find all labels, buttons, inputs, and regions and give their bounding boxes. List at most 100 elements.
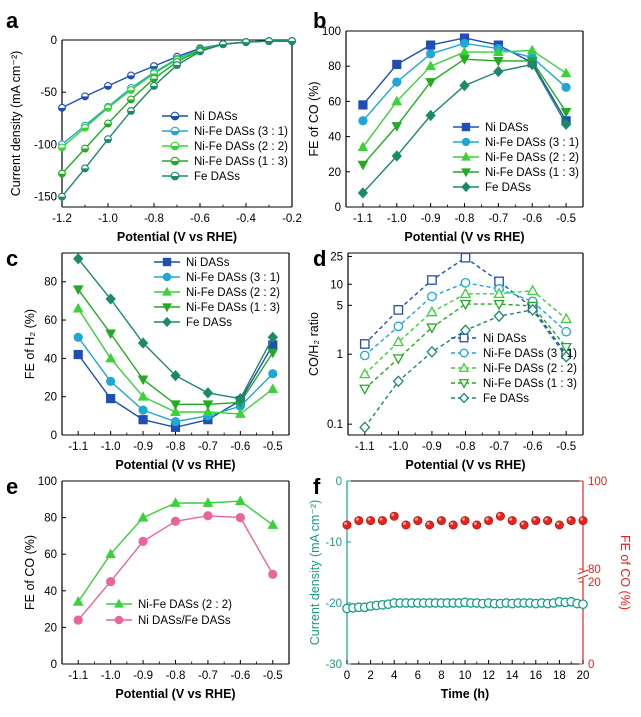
data-point-shine: [450, 522, 454, 526]
data-point: [392, 354, 405, 365]
y-tick-label: 80: [328, 61, 341, 73]
x-tick-label: -0.5: [263, 670, 283, 682]
data-point: [560, 107, 572, 118]
legend-marker-fill: [171, 131, 179, 135]
legend: Ni DASs Ni-Fe DASs (3 : 1) Ni-Fe DASs (2 :…: [453, 122, 579, 194]
data-point: [531, 516, 541, 526]
data-point: [436, 516, 446, 526]
data-point: [401, 520, 411, 530]
data-point-shine: [403, 522, 406, 526]
data-point: [527, 58, 538, 71]
x-tick-label: -1.0: [101, 670, 121, 682]
data-point: [392, 77, 402, 87]
x-tick-label: -0.5: [556, 441, 576, 453]
y-axis-label: FE of CO (%): [307, 81, 321, 156]
data-point-fill: [104, 107, 112, 112]
data-point: [106, 393, 116, 404]
x-tick-label: 14: [506, 670, 519, 682]
data-point: [484, 516, 494, 526]
data-point-shine: [485, 517, 489, 521]
data-point: [202, 497, 214, 507]
data-point-shine: [344, 522, 347, 526]
y-tick-label: 5: [337, 300, 343, 312]
data-point: [359, 421, 371, 434]
y-axis-label: FE of CO (%): [23, 535, 37, 610]
x-axis-label: Potential (V vs RHE): [117, 230, 237, 244]
data-point-fill: [81, 127, 89, 132]
data-point: [413, 516, 423, 526]
data-point: [358, 116, 368, 126]
data-point: [170, 416, 181, 427]
data-point-shine: [544, 517, 548, 521]
data-point: [359, 384, 371, 396]
panel-b: b -1.1 -1.0 -0.9 -0.8 -0.7 -0.6 -0.5 0 20 40 60 80 10…: [307, 8, 584, 244]
x-tick-label: -1.1: [353, 213, 373, 225]
legend: Ni DASs Ni-Fe DASs (3 : 1) Ni-Fe DASs (2 :…: [162, 111, 288, 183]
data-point: [459, 287, 472, 299]
data-point: [105, 329, 116, 340]
data-point: [561, 326, 572, 337]
data-point: [267, 519, 279, 529]
data-point: [170, 406, 181, 416]
legend-label: Ni-Fe DASs (1 : 3): [186, 302, 280, 314]
y-right-tick-label: 80: [588, 564, 601, 576]
legend-marker: [461, 122, 471, 132]
data-point-fill: [58, 107, 66, 112]
y-tick-label: 0: [51, 430, 57, 442]
legend-label: Fe DASs: [483, 393, 529, 405]
panel-label-c: c: [6, 246, 18, 271]
data-point-shine: [367, 517, 371, 521]
y-tick-label: 60: [44, 315, 57, 327]
data-point: [427, 275, 437, 285]
data-point: [527, 303, 539, 316]
y-tick-label: 0: [51, 35, 57, 47]
y-right-tick-label: 100: [588, 476, 607, 488]
data-point: [526, 44, 538, 55]
data-point: [560, 67, 572, 78]
data-point-fill: [104, 139, 112, 143]
legend-marker-fill: [171, 146, 179, 150]
data-point-shine: [532, 517, 536, 521]
data-point-fill: [127, 75, 135, 79]
panel-label-f: f: [313, 474, 321, 499]
legend-label: Ni DASs/Fe DASs: [138, 615, 231, 627]
data-point-fill: [150, 78, 158, 83]
x-tick-label: -0.4: [236, 213, 256, 225]
data-point: [460, 252, 471, 263]
x-axis-label: Potential (V vs RHE): [115, 687, 235, 701]
data-point: [105, 293, 116, 305]
data-point-fill: [127, 99, 135, 103]
legend-label: Fe DASs: [485, 182, 531, 194]
x-tick-label: 2: [367, 670, 373, 682]
legend-marker: [162, 303, 172, 313]
data-point: [392, 59, 402, 70]
legend-label: Ni-Fe DASs (3 : 1): [485, 137, 579, 149]
data-point-shine: [580, 517, 584, 521]
y-tick-label: -100: [34, 139, 57, 151]
legend-marker: [458, 392, 470, 404]
panel-label-b: b: [313, 8, 326, 33]
panel-label-d: d: [313, 246, 326, 271]
x-tick-label: 6: [415, 670, 421, 682]
data-point: [170, 369, 181, 382]
legend-label: Ni-Fe DASs (2 : 2): [485, 152, 579, 164]
x-tick-label: 16: [529, 670, 542, 682]
data-point: [377, 516, 387, 526]
series-0: [72, 495, 279, 606]
data-point: [519, 520, 529, 530]
data-point: [493, 287, 505, 299]
x-axis-label: Potential (V vs RHE): [405, 458, 525, 472]
data-point: [357, 160, 369, 171]
data-point-shine: [473, 522, 477, 526]
data-point: [267, 383, 279, 393]
x-tick-label: 0: [344, 670, 350, 682]
data-point-shine: [568, 517, 572, 521]
legend-marker: [458, 362, 470, 372]
legend-marker: [162, 272, 172, 282]
data-point: [560, 342, 572, 354]
data-point: [425, 78, 436, 88]
y-tick-label: 100: [322, 26, 341, 38]
x-tick-label: -0.6: [523, 441, 543, 453]
data-point: [73, 332, 83, 342]
